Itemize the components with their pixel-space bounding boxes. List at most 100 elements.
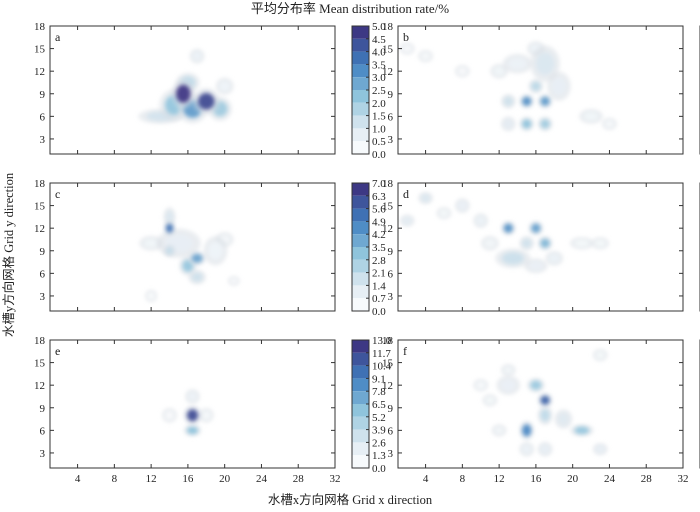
colorbar-segment [352, 38, 369, 52]
heat-point [522, 96, 532, 106]
heat-point [175, 84, 191, 103]
heat-point [583, 111, 599, 121]
colorbar-label: 5.2 [372, 412, 386, 424]
panel-label: f [403, 344, 407, 358]
colorbar-label: 1.0 [372, 123, 386, 135]
heat-point [198, 93, 215, 110]
y-tick-label: 12 [34, 380, 45, 392]
heatmap-layer [162, 389, 214, 437]
x-tick-label: 16 [530, 473, 542, 485]
y-tick-label: 18 [382, 178, 394, 190]
heat-point [186, 426, 199, 435]
heatmap-layer [473, 349, 608, 457]
colorbar-segment [352, 183, 369, 196]
y-tick-label: 12 [382, 66, 393, 78]
x-tick-label: 20 [567, 473, 579, 485]
colorbar-label: 0.5 [372, 136, 386, 148]
y-tick-label: 3 [40, 448, 46, 460]
heat-point [503, 223, 513, 233]
panel-label: b [403, 30, 409, 44]
colorbar-segment [352, 102, 369, 116]
colorbar-segment [352, 51, 369, 65]
y-tick-label: 12 [34, 66, 45, 78]
heat-point [208, 241, 223, 260]
x-tick-label: 4 [75, 473, 81, 485]
heat-point [501, 252, 524, 265]
colorbar-segment [352, 272, 369, 286]
heat-point [531, 223, 541, 233]
colorbar-label: 2.0 [372, 98, 386, 110]
colorbar-label: 7.0 [372, 178, 386, 190]
y-tick-label: 6 [40, 425, 46, 437]
y-tick-label: 3 [388, 291, 394, 303]
heat-point [528, 261, 544, 271]
colorbar-segment [352, 365, 369, 379]
colorbar-label: 7.8 [372, 386, 386, 398]
colorbar-label: 2.5 [372, 85, 386, 97]
x-tick-label: 32 [678, 473, 689, 485]
colorbar-label: 0.7 [372, 293, 386, 305]
heat-point [503, 366, 513, 374]
colorbar-segment [352, 128, 369, 142]
heat-point [143, 238, 159, 248]
heat-point [476, 216, 486, 226]
colorbar-segment [352, 442, 369, 456]
colorbar-label: 3.5 [372, 242, 386, 254]
heat-point [540, 238, 550, 248]
heat-point [530, 380, 542, 390]
y-tick-label: 6 [40, 268, 46, 280]
colorbar-segment [352, 416, 369, 430]
y-tick-label: 6 [388, 268, 394, 280]
heat-point [540, 444, 550, 454]
colorbar-segment [352, 378, 369, 392]
plot-area [50, 340, 335, 468]
colorbar: 13.011.710.49.17.86.55.23.92.61.30.0 [351, 335, 392, 475]
heatmap-layer [138, 48, 234, 124]
y-tick-label: 12 [382, 380, 393, 392]
y-tick-label: 3 [40, 291, 46, 303]
heat-point [594, 239, 606, 247]
heat-point [522, 119, 532, 129]
heat-point [540, 409, 550, 422]
colorbar-segment [352, 208, 369, 222]
colorbar-segment [352, 259, 369, 273]
heat-point [420, 52, 431, 60]
x-axis-label: 水槽x方向网格 Grid x direction [268, 492, 433, 507]
panel-d: d3691215186.05.44.84.23.63.02.41.81.20.6… [382, 178, 700, 312]
heat-point [476, 381, 486, 389]
plot-frame [397, 25, 684, 155]
panel-label: d [403, 187, 409, 201]
colorbar-segment [352, 391, 369, 404]
y-tick-label: 15 [382, 358, 394, 370]
y-tick-label: 9 [40, 403, 46, 415]
heat-point [219, 80, 231, 92]
y-tick-label: 12 [382, 223, 393, 235]
heat-point [551, 77, 567, 96]
figure-title: 平均分布率 Mean distribution rate/% [251, 1, 449, 16]
y-tick-label: 9 [40, 89, 46, 101]
colorbar-label: 1.3 [372, 450, 386, 462]
colorbar-segment [352, 90, 369, 103]
heat-point [402, 44, 412, 53]
y-tick-label: 15 [34, 358, 46, 370]
x-tick-label: 16 [182, 473, 194, 485]
heat-point [531, 81, 541, 91]
heat-point [230, 277, 238, 284]
colorbar-label: 11.7 [372, 348, 391, 360]
colorbar-segment [352, 64, 369, 78]
y-tick-label: 3 [388, 448, 394, 460]
plot-frame [49, 25, 336, 155]
colorbar-label: 0.0 [372, 463, 386, 475]
panel-label: e [55, 344, 60, 358]
plot-frame [397, 182, 684, 312]
y-tick-label: 15 [34, 201, 46, 213]
panel-label: a [55, 30, 61, 44]
x-tick-label: 28 [641, 473, 653, 485]
heatmap-layer [399, 192, 610, 274]
heat-point [540, 119, 550, 129]
heat-point [420, 194, 431, 202]
heatmap-layer [139, 207, 240, 302]
y-tick-label: 9 [388, 403, 394, 415]
y-tick-label: 15 [382, 201, 394, 213]
